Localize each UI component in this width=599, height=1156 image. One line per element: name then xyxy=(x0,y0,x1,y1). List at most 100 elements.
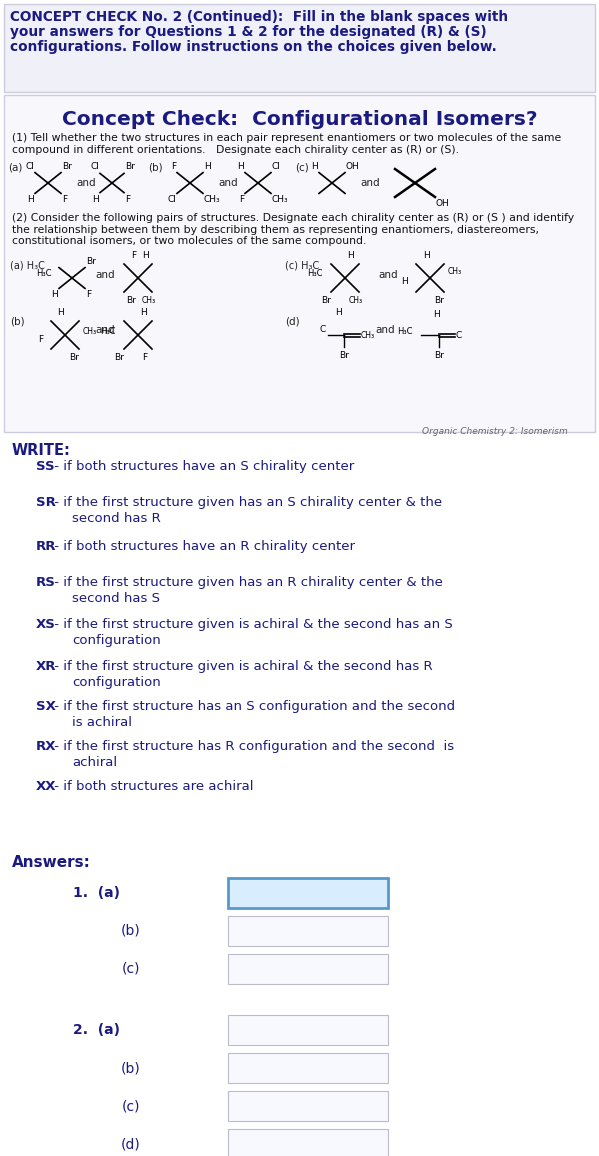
Text: CH₃: CH₃ xyxy=(349,296,363,305)
Text: H: H xyxy=(142,251,149,260)
Text: H₃C: H₃C xyxy=(101,326,116,335)
Text: Br: Br xyxy=(321,296,331,305)
Text: second has S: second has S xyxy=(72,592,160,605)
Text: F: F xyxy=(171,162,176,171)
Bar xyxy=(4,95,595,432)
Text: (d): (d) xyxy=(120,1138,140,1151)
Text: - if the first structure has an S configuration and the second: - if the first structure has an S config… xyxy=(50,701,455,713)
Text: H: H xyxy=(311,162,318,171)
Text: - if the first structure has R configuration and the second  is: - if the first structure has R configura… xyxy=(50,740,455,753)
Text: Br: Br xyxy=(62,162,72,171)
Text: - if the first structure given is achiral & the second has R: - if the first structure given is achira… xyxy=(50,660,433,673)
Text: H: H xyxy=(423,251,429,260)
Bar xyxy=(228,879,388,907)
Text: H: H xyxy=(335,307,341,317)
Text: H₃C: H₃C xyxy=(307,269,323,279)
Text: SX: SX xyxy=(36,701,56,713)
Text: XX: XX xyxy=(36,780,56,793)
Text: and: and xyxy=(76,178,96,188)
Text: Br: Br xyxy=(86,257,96,266)
Text: H: H xyxy=(434,310,440,319)
Text: (c): (c) xyxy=(295,163,308,173)
Text: (b): (b) xyxy=(120,1061,140,1075)
Text: achiral: achiral xyxy=(72,756,117,769)
Text: RS: RS xyxy=(36,576,56,590)
Text: (c): (c) xyxy=(122,1099,140,1113)
Text: CONCEPT CHECK No. 2 (Continued):  Fill in the blank spaces with: CONCEPT CHECK No. 2 (Continued): Fill in… xyxy=(10,10,508,24)
Text: the relationship between them by describing them as representing enantiomers, di: the relationship between them by describ… xyxy=(12,224,539,235)
Text: and: and xyxy=(218,178,238,188)
Text: Br: Br xyxy=(339,351,349,360)
Text: 1.  (a): 1. (a) xyxy=(73,885,120,901)
Text: configurations. Follow instructions on the choices given below.: configurations. Follow instructions on t… xyxy=(10,40,497,54)
Text: SR: SR xyxy=(36,496,56,509)
Text: H₃C: H₃C xyxy=(398,326,413,335)
Text: Cl: Cl xyxy=(272,162,281,171)
Text: configuration: configuration xyxy=(72,676,161,689)
Text: second has R: second has R xyxy=(72,512,161,525)
Text: - if both structures have an R chirality center: - if both structures have an R chirality… xyxy=(50,540,355,553)
Text: H: H xyxy=(92,194,99,203)
Text: CH₃: CH₃ xyxy=(204,195,220,205)
Text: CH₃: CH₃ xyxy=(142,296,156,305)
Text: - if both structures are achiral: - if both structures are achiral xyxy=(50,780,254,793)
Text: CH₃: CH₃ xyxy=(448,267,462,276)
Text: - if both structures have an S chirality center: - if both structures have an S chirality… xyxy=(50,460,355,473)
Text: H: H xyxy=(237,162,244,171)
Text: (b): (b) xyxy=(148,163,162,173)
Text: F: F xyxy=(142,353,147,362)
Text: (d): (d) xyxy=(285,317,300,327)
Text: Br: Br xyxy=(125,162,135,171)
Text: H: H xyxy=(401,277,408,287)
Text: (a) H₃C: (a) H₃C xyxy=(10,260,45,271)
Text: XS: XS xyxy=(36,618,56,631)
Bar xyxy=(228,1091,388,1121)
Text: (c) H₃C: (c) H₃C xyxy=(285,260,319,271)
Text: F: F xyxy=(62,195,67,205)
Text: and: and xyxy=(95,271,114,280)
Text: RX: RX xyxy=(36,740,56,753)
Text: F: F xyxy=(86,290,91,299)
Bar xyxy=(228,1129,388,1156)
Text: H: H xyxy=(347,251,354,260)
Text: and: and xyxy=(378,271,398,280)
Text: H: H xyxy=(52,290,58,299)
Text: XR: XR xyxy=(36,660,56,673)
Text: Concept Check:  Configurational Isomers?: Concept Check: Configurational Isomers? xyxy=(62,110,538,129)
Text: Br: Br xyxy=(126,296,136,305)
Text: Br: Br xyxy=(434,296,444,305)
Text: (b): (b) xyxy=(120,924,140,938)
Text: (c): (c) xyxy=(122,962,140,976)
Text: and: and xyxy=(360,178,380,188)
Text: and: and xyxy=(95,325,114,335)
Bar xyxy=(228,1053,388,1083)
Text: H₃C: H₃C xyxy=(37,269,52,279)
Text: OH: OH xyxy=(346,162,360,171)
Text: C: C xyxy=(320,325,326,333)
Bar xyxy=(228,916,388,946)
Text: CH₃: CH₃ xyxy=(361,331,375,340)
Text: (b): (b) xyxy=(10,317,25,327)
Text: configuration: configuration xyxy=(72,633,161,647)
Bar xyxy=(228,954,388,984)
Text: Br: Br xyxy=(114,353,124,362)
Text: (1) Tell whether the two structures in each pair represent enantiomers or two mo: (1) Tell whether the two structures in e… xyxy=(12,133,561,143)
Text: compound in different orientations.   Designate each chirality center as (R) or : compound in different orientations. Desi… xyxy=(12,144,459,155)
Text: CH₃: CH₃ xyxy=(272,195,289,205)
Text: - if the first structure given is achiral & the second has an S: - if the first structure given is achira… xyxy=(50,618,453,631)
Text: WRITE:: WRITE: xyxy=(12,443,71,458)
Text: F: F xyxy=(125,194,130,203)
Text: constitutional isomers, or two molecules of the same compound.: constitutional isomers, or two molecules… xyxy=(12,236,367,246)
Text: your answers for Questions 1 & 2 for the designated (R) & (S): your answers for Questions 1 & 2 for the… xyxy=(10,25,486,39)
Text: (a): (a) xyxy=(8,163,22,173)
Text: 2.  (a): 2. (a) xyxy=(73,1023,120,1037)
Bar xyxy=(228,1015,388,1045)
Text: Cl: Cl xyxy=(25,162,34,171)
Text: Cl: Cl xyxy=(90,162,99,171)
Text: is achiral: is achiral xyxy=(72,716,132,729)
Text: H: H xyxy=(27,195,34,205)
Text: Cl: Cl xyxy=(167,195,176,205)
Text: F: F xyxy=(131,251,137,260)
Text: H: H xyxy=(204,162,211,171)
Text: F: F xyxy=(239,195,244,205)
